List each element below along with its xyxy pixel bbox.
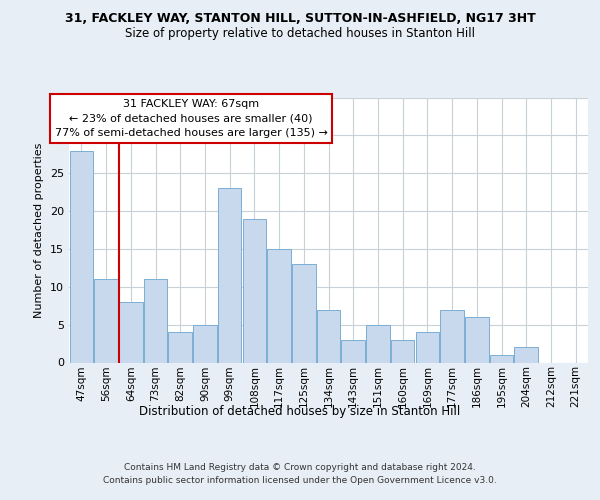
Text: Contains HM Land Registry data © Crown copyright and database right 2024.: Contains HM Land Registry data © Crown c… [124,462,476,471]
Text: Distribution of detached houses by size in Stanton Hill: Distribution of detached houses by size … [139,405,461,418]
Bar [119,302,143,362]
Y-axis label: Number of detached properties: Number of detached properties [34,142,44,318]
Bar [465,317,488,362]
Bar [292,264,316,362]
Bar [268,249,291,362]
Bar [317,310,340,362]
Bar [169,332,192,362]
Bar [366,324,389,362]
Bar [490,355,513,362]
Bar [391,340,415,362]
Bar [70,150,93,362]
Bar [440,310,464,362]
Text: 31, FACKLEY WAY, STANTON HILL, SUTTON-IN-ASHFIELD, NG17 3HT: 31, FACKLEY WAY, STANTON HILL, SUTTON-IN… [65,12,535,26]
Bar [218,188,241,362]
Text: Contains public sector information licensed under the Open Government Licence v3: Contains public sector information licen… [103,476,497,485]
Bar [242,218,266,362]
Text: Size of property relative to detached houses in Stanton Hill: Size of property relative to detached ho… [125,28,475,40]
Bar [144,279,167,362]
Bar [94,279,118,362]
Text: 31 FACKLEY WAY: 67sqm
← 23% of detached houses are smaller (40)
77% of semi-deta: 31 FACKLEY WAY: 67sqm ← 23% of detached … [55,99,328,138]
Bar [341,340,365,362]
Bar [416,332,439,362]
Bar [514,348,538,362]
Bar [193,324,217,362]
